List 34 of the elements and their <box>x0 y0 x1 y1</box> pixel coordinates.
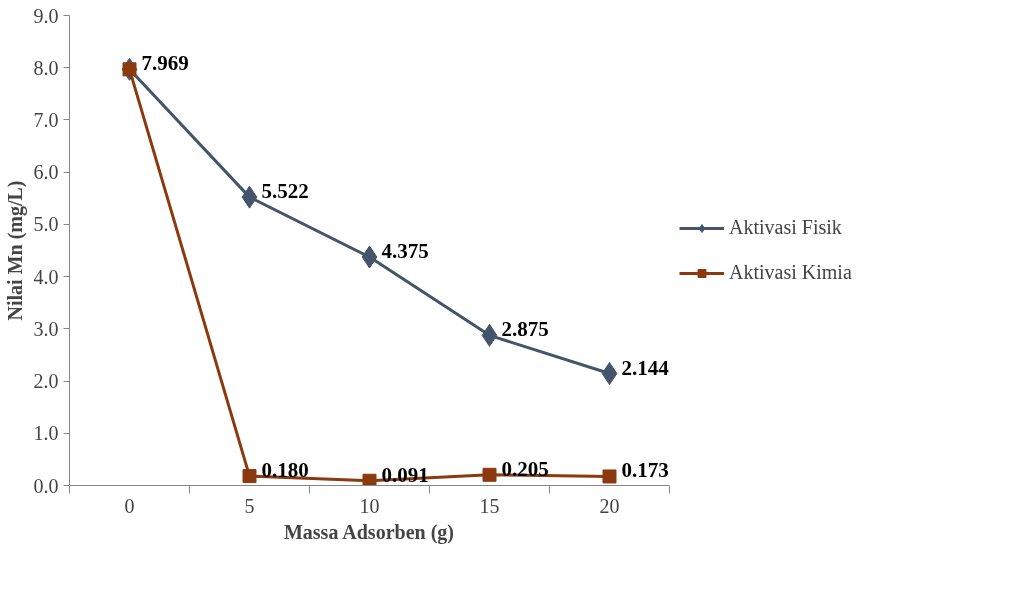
y-tick-label: 7.0 <box>33 108 59 131</box>
data-label: 7.969 <box>141 51 189 76</box>
y-tick-label: 1.0 <box>33 422 59 445</box>
point <box>601 362 618 386</box>
point <box>361 245 378 269</box>
y-tick-label: 4.0 <box>33 265 59 288</box>
y-tick-label: 3.0 <box>33 317 59 340</box>
point <box>481 323 498 347</box>
x-tick-label: 0 <box>124 494 135 517</box>
x-tick-label: 20 <box>599 494 620 517</box>
point <box>362 473 377 486</box>
point <box>482 467 497 482</box>
x-axis-title: Massa Adsorben (g) <box>283 520 454 544</box>
y-tick-label: 6.0 <box>33 161 59 184</box>
data-label: 5.522 <box>261 179 309 204</box>
y-tick-label: 9.0 <box>33 4 59 27</box>
point <box>241 185 258 209</box>
legend-label: Aktivasi Fisik <box>729 216 842 239</box>
y-axis-title: Nilai Mn (mg/L) <box>3 180 27 321</box>
point <box>602 469 617 484</box>
point <box>242 469 257 484</box>
data-label: 0.180 <box>261 458 309 483</box>
data-label: 2.144 <box>621 355 670 380</box>
data-label: 2.875 <box>501 317 549 342</box>
data-label: 0.173 <box>621 458 669 483</box>
x-tick-label: 10 <box>359 494 380 517</box>
data-label: 4.375 <box>381 239 429 264</box>
y-tick-label: 8.0 <box>33 56 59 79</box>
x-tick-label: 15 <box>479 494 500 517</box>
legend-label: Aktivasi Kimia <box>729 261 852 284</box>
y-tick-label: 5.0 <box>33 213 59 236</box>
y-tick-label: 0.0 <box>33 474 59 497</box>
y-tick-label: 2.0 <box>33 370 59 393</box>
x-tick-label: 5 <box>244 494 255 517</box>
